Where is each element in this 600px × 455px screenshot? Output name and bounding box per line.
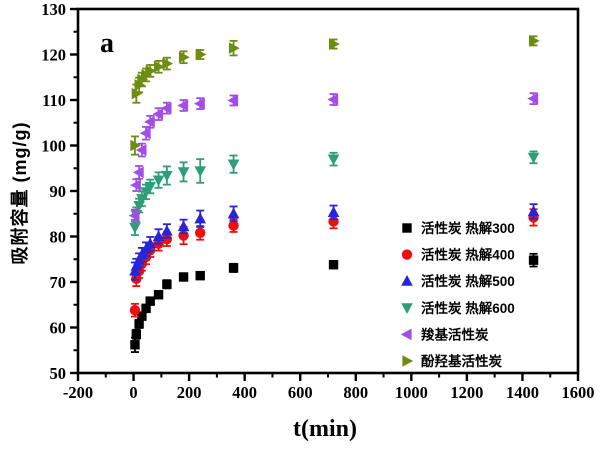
- x-tick-label: 400: [232, 383, 257, 402]
- y-tick-label: 90: [50, 182, 67, 201]
- legend-label: 酚羟基活性炭: [421, 353, 502, 369]
- legend-label: 活性炭 热解400: [421, 247, 515, 263]
- x-axis-ticks: -200 0 200 400 600 800 1000 1200 1400 1600: [63, 373, 595, 402]
- y-tick-label: 130: [41, 0, 66, 19]
- legend: 活性炭 热解300 活性炭 热解400 活性炭 热解500 活性炭 热解600 羧基活性…: [400, 220, 515, 369]
- series-carboxyl-activated-carbon: [128, 92, 539, 223]
- y-axis-ticks: 50 60 70 80 90 100 110 120 130: [41, 0, 78, 383]
- series-phenolic-hydroxyl-activated-carbon: [130, 35, 540, 156]
- legend-item-activated-carbon-pyrolysis-600: 活性炭 热解600: [401, 300, 515, 316]
- x-tick-label: 0: [129, 383, 137, 402]
- y-tick-label: 120: [41, 46, 66, 65]
- legend-item-carboxyl-activated-carbon: 羧基活性炭: [400, 326, 489, 342]
- x-tick-label: 200: [177, 383, 202, 402]
- series-activated-carbon-pyrolysis-600: [129, 150, 540, 237]
- panel-label: a: [100, 28, 114, 59]
- legend-label: 羧基活性炭: [421, 326, 489, 342]
- series-activated-carbon-pyrolysis-500: [129, 203, 540, 281]
- x-tick-label: 1200: [450, 383, 483, 402]
- x-tick-label: -200: [63, 383, 93, 402]
- legend-label: 活性炭 热解500: [421, 273, 515, 289]
- y-tick-label: 80: [50, 228, 67, 247]
- legend-label: 活性炭 热解600: [421, 300, 515, 316]
- legend-item-activated-carbon-pyrolysis-400: 活性炭 热解400: [401, 247, 515, 263]
- y-tick-label: 110: [42, 91, 66, 110]
- y-tick-label: 100: [41, 137, 66, 156]
- x-tick-label: 600: [288, 383, 313, 402]
- y-axis-title: 吸附容量 (mg/g): [10, 121, 30, 265]
- legend-item-phenolic-hydroxyl-activated-carbon: 酚羟基活性炭: [402, 353, 502, 369]
- x-tick-label: 800: [343, 383, 368, 402]
- y-tick-label: 60: [50, 319, 67, 338]
- legend-label: 活性炭 热解300: [421, 220, 515, 236]
- x-tick-label: 1600: [562, 383, 595, 402]
- y-tick-label: 70: [50, 273, 67, 292]
- x-tick-label: 1000: [395, 383, 428, 402]
- legend-item-activated-carbon-pyrolysis-300: 活性炭 热解300: [402, 220, 515, 236]
- axes: [76, 7, 580, 375]
- x-axis-title: t(min): [293, 416, 357, 442]
- x-tick-label: 1400: [506, 383, 539, 402]
- series-activated-carbon-pyrolysis-300: [130, 252, 539, 353]
- legend-item-activated-carbon-pyrolysis-500: 活性炭 热解500: [401, 273, 515, 289]
- y-tick-label: 50: [50, 364, 67, 383]
